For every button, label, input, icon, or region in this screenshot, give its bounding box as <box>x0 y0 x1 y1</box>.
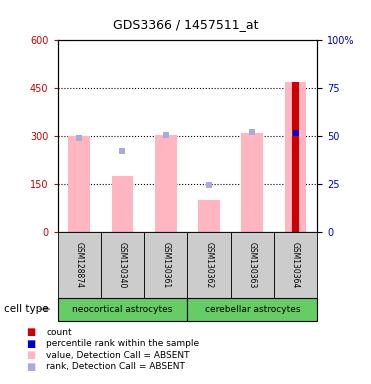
Text: rank, Detection Call = ABSENT: rank, Detection Call = ABSENT <box>46 362 185 371</box>
Text: cell type: cell type <box>4 304 48 314</box>
Text: GSM130363: GSM130363 <box>248 242 257 288</box>
Bar <box>58 232 101 298</box>
Text: GSM128874: GSM128874 <box>75 242 83 288</box>
Bar <box>274 232 317 298</box>
Bar <box>112 176 133 232</box>
Bar <box>144 232 187 298</box>
Text: GSM130340: GSM130340 <box>118 242 127 288</box>
Text: ■: ■ <box>26 350 35 360</box>
Text: neocortical astrocytes: neocortical astrocytes <box>72 305 173 314</box>
Bar <box>198 200 220 232</box>
Bar <box>101 232 144 298</box>
Bar <box>285 82 306 232</box>
Text: ■: ■ <box>26 339 35 349</box>
Bar <box>68 136 90 232</box>
Text: percentile rank within the sample: percentile rank within the sample <box>46 339 200 348</box>
Text: GSM130364: GSM130364 <box>291 242 300 288</box>
Text: ■: ■ <box>26 327 35 337</box>
Text: ■: ■ <box>26 362 35 372</box>
Text: value, Detection Call = ABSENT: value, Detection Call = ABSENT <box>46 351 190 360</box>
Text: cerebellar astrocytes: cerebellar astrocytes <box>204 305 300 314</box>
Text: GSM130362: GSM130362 <box>204 242 213 288</box>
Bar <box>292 82 299 232</box>
Text: GDS3366 / 1457511_at: GDS3366 / 1457511_at <box>113 18 258 31</box>
Bar <box>58 298 187 321</box>
Bar <box>231 232 274 298</box>
Bar <box>187 232 231 298</box>
Bar <box>187 298 317 321</box>
Text: count: count <box>46 328 72 337</box>
Bar <box>155 135 177 232</box>
Text: GSM130361: GSM130361 <box>161 242 170 288</box>
Bar <box>242 133 263 232</box>
